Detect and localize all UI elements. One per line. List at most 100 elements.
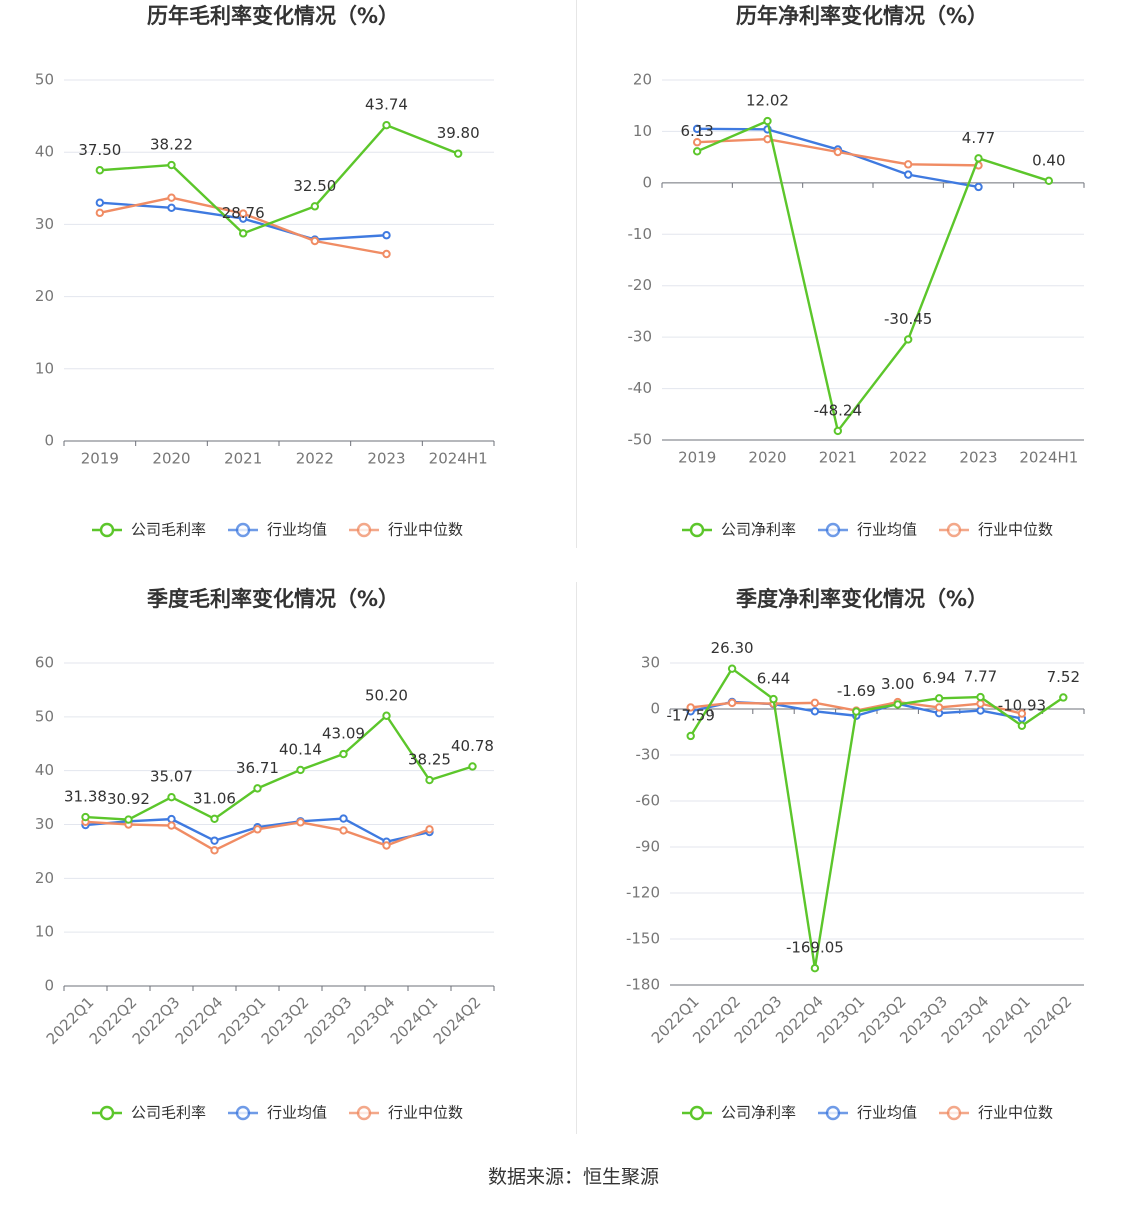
y-tick-label: -10: [628, 225, 653, 243]
y-tick-label: -50: [628, 431, 653, 449]
legend-item-median: 行业中位数: [939, 1104, 1053, 1122]
chart-title: 历年毛利率变化情况（%）: [147, 4, 399, 28]
data-point-median: [382, 841, 391, 850]
data-label: 7.77: [964, 668, 997, 686]
legend-marker: [825, 522, 841, 538]
data-label: 12.02: [746, 92, 789, 110]
data-label: 40.78: [451, 737, 494, 755]
data-source-label: 数据来源：恒生聚源: [487, 1166, 659, 1188]
legend-marker: [356, 1105, 372, 1121]
legend-item-company: 公司毛利率: [92, 521, 206, 539]
panel-divider: [576, 0, 577, 548]
data-label: 39.80: [437, 124, 480, 142]
chart-title: 季度毛利率变化情况（%）: [147, 587, 399, 611]
data-point-company: [238, 229, 248, 238]
data-label: 31.38: [64, 788, 107, 806]
data-point-median: [382, 249, 391, 259]
y-tick-label: -120: [626, 884, 660, 902]
data-point-company: [903, 335, 913, 344]
data-point-avg: [810, 707, 820, 716]
data-label: 38.22: [150, 136, 193, 154]
data-point-median: [686, 703, 695, 712]
data-point-company: [686, 731, 695, 741]
data-point-company: [167, 160, 176, 170]
x-tick-label: 2020: [748, 449, 786, 467]
data-point-avg: [95, 198, 105, 207]
data-point-median: [167, 821, 176, 830]
data-label: 43.74: [365, 96, 408, 114]
legend-label: 行业中位数: [388, 521, 463, 539]
y-tick-label: 0: [650, 700, 660, 718]
y-tick-label: -20: [628, 276, 653, 294]
y-tick-label: 0: [44, 977, 54, 995]
data-label: 6.44: [757, 670, 790, 688]
data-point-avg: [903, 170, 913, 179]
data-point-company: [296, 765, 305, 775]
data-label: -1.69: [837, 682, 876, 700]
data-label: 37.50: [78, 141, 121, 159]
legend-marker: [689, 522, 705, 538]
data-point-company: [692, 147, 702, 156]
data-point-median: [1017, 709, 1027, 718]
y-tick-label: -90: [636, 838, 661, 856]
y-tick-label: 20: [633, 71, 652, 89]
chart-3: 季度毛利率变化情况（%）01020304050602022Q12022Q2202…: [35, 587, 495, 1122]
legend-label: 行业均值: [857, 1104, 917, 1122]
x-tick-label: 2020: [152, 450, 190, 468]
data-point-median: [976, 699, 985, 708]
data-label: 4.77: [962, 129, 995, 147]
legend-marker: [235, 522, 251, 538]
data-point-company: [852, 707, 861, 716]
y-tick-label: -30: [628, 328, 653, 346]
data-point-median: [238, 209, 248, 218]
data-point-company: [810, 964, 820, 973]
y-tick-label: -40: [628, 379, 653, 397]
data-point-company: [1059, 693, 1068, 702]
data-point-median: [727, 698, 737, 708]
data-point-median: [95, 208, 105, 218]
data-label: 30.92: [107, 790, 150, 808]
data-point-median: [763, 134, 772, 144]
data-label: -30.45: [884, 310, 932, 328]
data-label: -17.59: [667, 706, 715, 724]
legend-item-avg: 行业均值: [818, 1104, 917, 1122]
legend-marker: [235, 1105, 251, 1121]
data-label: 43.09: [322, 725, 365, 743]
data-label: 32.50: [293, 177, 336, 195]
data-point-median: [692, 138, 702, 147]
legend-label: 行业均值: [267, 1104, 327, 1122]
x-tick-label: 2021: [224, 450, 262, 468]
y-tick-label: 0: [642, 173, 652, 191]
data-label: 35.07: [150, 768, 193, 786]
legend-label: 行业均值: [857, 521, 917, 539]
legend-marker: [946, 1105, 962, 1121]
data-point-company: [976, 692, 985, 702]
data-point-company: [1017, 721, 1027, 730]
data-point-company: [339, 749, 348, 759]
data-point-median: [833, 147, 843, 157]
panel-divider: [576, 582, 577, 1134]
y-tick-label: 10: [633, 122, 652, 140]
data-label: 50.20: [365, 686, 408, 704]
legend-label: 公司毛利率: [131, 521, 206, 539]
series-line-company: [99, 123, 459, 235]
data-label: 31.06: [193, 789, 236, 807]
legend-label: 公司毛利率: [131, 1104, 206, 1122]
data-point-company: [763, 116, 772, 126]
data-label: 26.30: [711, 639, 754, 657]
data-label: 6.94: [922, 669, 955, 687]
legend-label: 行业中位数: [978, 1104, 1053, 1122]
legend-label: 公司净利率: [721, 521, 796, 539]
x-tick-label: 2022: [889, 449, 927, 467]
y-tick-label: -60: [636, 792, 661, 810]
data-point-company: [210, 814, 219, 823]
data-point-avg: [974, 182, 983, 192]
y-tick-label: 0: [44, 432, 54, 450]
data-point-company: [425, 775, 434, 785]
y-tick-label: 40: [35, 143, 54, 161]
data-point-avg: [210, 836, 219, 845]
legend-item-company: 公司净利率: [682, 1104, 796, 1122]
series-line-company: [689, 667, 1064, 970]
x-tick-label: 2019: [81, 450, 119, 468]
